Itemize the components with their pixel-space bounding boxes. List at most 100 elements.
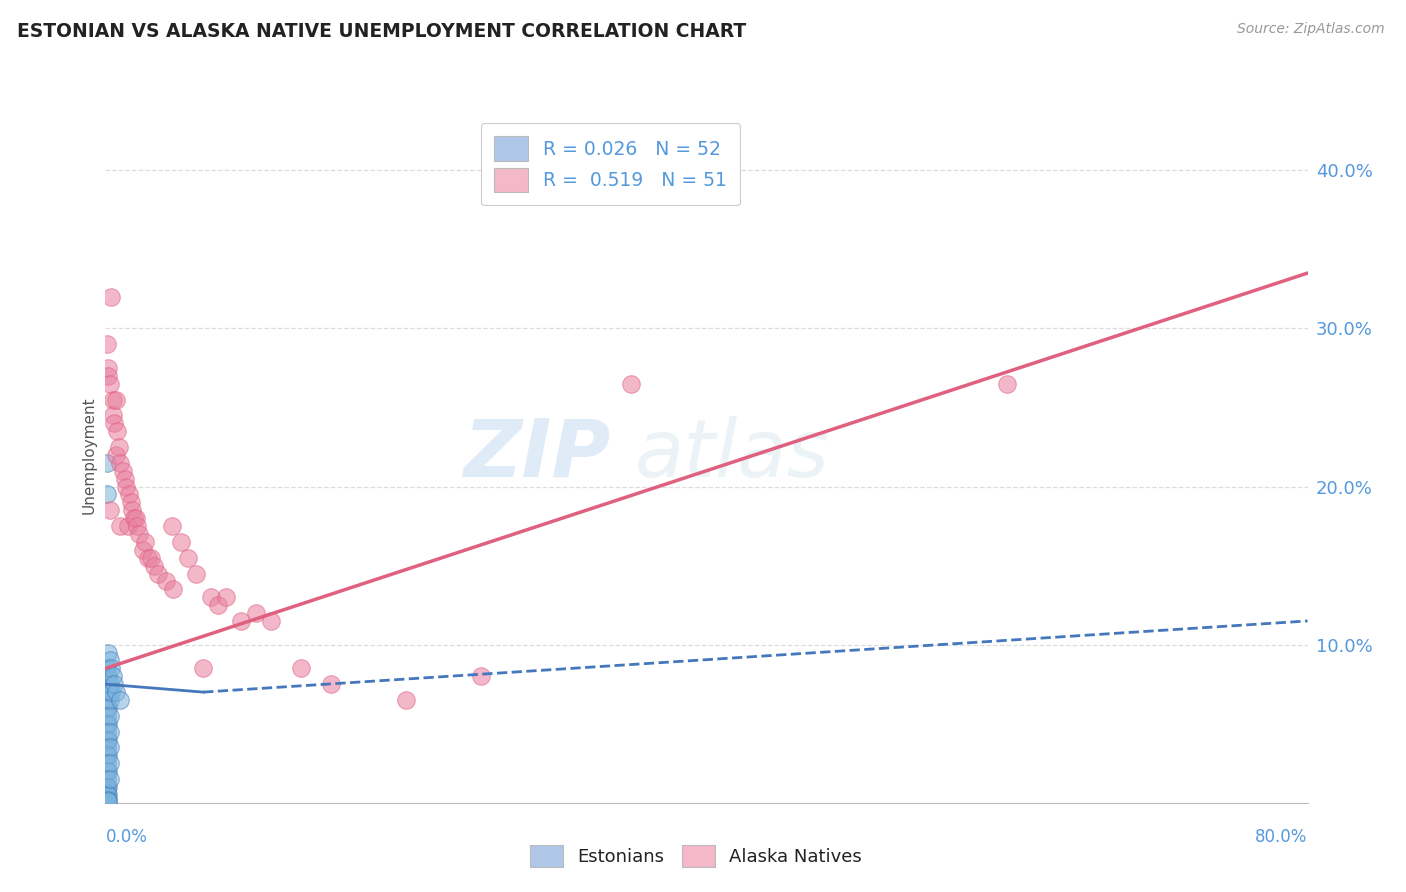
Point (96, 337, 118, 351)
Point (96, 661, 118, 675)
Point (96, 724, 118, 739)
Point (100, 685, 122, 699)
Point (290, 661, 312, 675)
Point (96, 791, 118, 805)
Point (96, 780, 118, 794)
Point (97, 788, 120, 802)
Point (117, 519, 139, 533)
Point (98, 653, 121, 667)
Point (97, 685, 120, 699)
Point (104, 448, 127, 462)
Point (110, 456, 132, 470)
Point (96, 716, 118, 731)
Text: 80.0%: 80.0% (1256, 828, 1308, 846)
Point (96, 794, 118, 808)
Point (100, 661, 122, 675)
Point (146, 566, 169, 581)
Point (122, 511, 145, 525)
Point (118, 487, 141, 501)
Point (98, 376, 121, 391)
Point (97, 360, 120, 375)
Point (96, 701, 118, 715)
Point (112, 464, 135, 478)
Point (98, 677, 121, 691)
Point (98, 708, 121, 723)
Point (96, 794, 118, 808)
Point (136, 550, 159, 565)
Point (96, 794, 118, 808)
Point (114, 472, 136, 486)
Point (142, 558, 165, 573)
Point (104, 685, 127, 699)
Point (620, 376, 643, 391)
Point (395, 693, 418, 707)
Point (97, 669, 120, 683)
Point (107, 424, 129, 438)
Point (96, 783, 118, 797)
Point (139, 550, 162, 565)
Point (97, 368, 120, 383)
Point (97, 716, 120, 731)
Point (98, 724, 121, 739)
Point (121, 503, 143, 517)
Point (207, 598, 229, 612)
Point (110, 693, 132, 707)
Point (96, 708, 118, 723)
Point (96, 456, 118, 470)
Point (260, 614, 283, 628)
Point (155, 574, 177, 589)
Point (96, 756, 118, 771)
Point (96, 764, 118, 779)
Point (97, 748, 120, 763)
Y-axis label: Unemployment: Unemployment (82, 396, 97, 514)
Point (98, 503, 121, 517)
Point (162, 582, 184, 597)
Point (96, 772, 118, 786)
Point (98, 693, 121, 707)
Point (96, 748, 118, 763)
Point (101, 669, 124, 683)
Point (96, 673, 118, 687)
Legend: R = 0.026   N = 52, R =  0.519   N = 51: R = 0.026 N = 52, R = 0.519 N = 51 (481, 123, 740, 205)
Point (214, 591, 236, 605)
Point (96, 794, 118, 808)
Text: 0.0%: 0.0% (105, 828, 148, 846)
Point (97, 764, 120, 779)
Point (108, 440, 131, 454)
Point (97, 780, 120, 794)
Point (245, 606, 267, 620)
Text: Source: ZipAtlas.com: Source: ZipAtlas.com (1237, 22, 1385, 37)
Point (103, 417, 125, 431)
Point (124, 511, 146, 525)
Point (101, 409, 124, 423)
Point (96, 693, 118, 707)
Point (97, 732, 120, 747)
Point (110, 519, 132, 533)
Point (470, 669, 492, 683)
Point (229, 614, 252, 628)
Point (134, 534, 156, 549)
Point (125, 519, 148, 533)
Point (995, 376, 1018, 391)
Point (96, 487, 118, 501)
Point (101, 392, 124, 407)
Point (96, 789, 118, 804)
Point (98, 772, 121, 786)
Point (132, 542, 155, 557)
Text: ZIP: ZIP (463, 416, 610, 494)
Point (96, 681, 118, 696)
Point (100, 290, 122, 304)
Point (177, 550, 200, 565)
Point (96, 740, 118, 755)
Point (98, 756, 121, 771)
Point (96, 786, 118, 800)
Point (98, 740, 121, 755)
Point (184, 566, 207, 581)
Point (128, 527, 150, 541)
Point (115, 479, 138, 493)
Point (160, 519, 183, 533)
Text: atlas: atlas (634, 416, 830, 494)
Point (97, 794, 120, 808)
Point (97, 701, 120, 715)
Point (96, 792, 118, 806)
